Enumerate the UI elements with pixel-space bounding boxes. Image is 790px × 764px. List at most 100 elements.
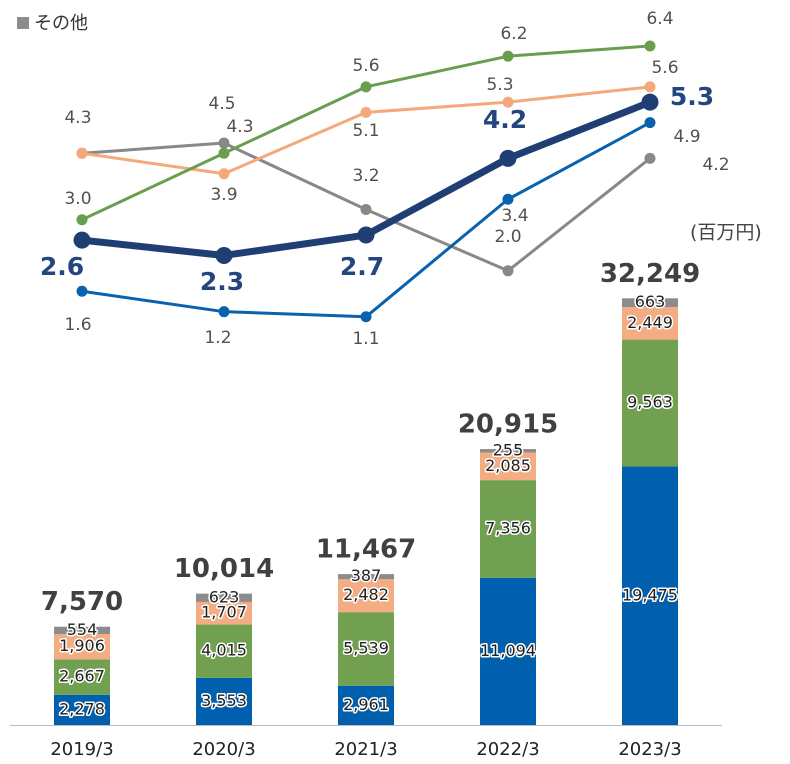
total-label: 7,570 — [41, 587, 123, 617]
line-point — [218, 147, 230, 159]
bar-label: 387 — [351, 566, 382, 585]
line-point — [218, 306, 230, 318]
bar-label: 255 — [493, 440, 524, 459]
bar-label: 1,707 — [201, 603, 247, 622]
bar-segment — [54, 626, 110, 635]
line-label: 2.7 — [340, 252, 384, 281]
line-point — [215, 246, 233, 264]
total-label: 20,915 — [458, 410, 558, 440]
line-label: 4.3 — [64, 108, 91, 128]
bar-segment — [196, 601, 252, 625]
bar-label: 2,482 — [343, 585, 389, 604]
bar-label: 663 — [635, 292, 666, 311]
bar-segment — [622, 339, 678, 467]
line-point — [360, 81, 372, 93]
line-label: 5.1 — [352, 121, 379, 141]
legend-swatch — [17, 17, 29, 29]
bar-segment — [480, 452, 536, 481]
line-point — [644, 81, 656, 93]
bar-label: 2,961 — [343, 695, 389, 714]
line-label: 5.6 — [651, 58, 678, 78]
line-point — [499, 149, 517, 167]
line-point — [218, 137, 230, 149]
bar-label: 4,015 — [201, 641, 247, 660]
bar-segment — [338, 574, 394, 580]
line-label: 6.4 — [646, 9, 673, 29]
line-point — [357, 226, 375, 244]
line-label: 1.2 — [204, 328, 231, 348]
bar-segment — [622, 307, 678, 340]
line-label: 2.3 — [200, 267, 244, 296]
line-label: 2.6 — [40, 252, 84, 281]
line-label: 3.4 — [501, 206, 528, 226]
bar-label: 5,539 — [343, 638, 389, 657]
line-label: 3.9 — [210, 185, 237, 205]
bar-segment — [338, 612, 394, 686]
line-label: 3.0 — [64, 189, 91, 209]
line — [81, 121, 651, 319]
bar-label: 2,667 — [59, 667, 105, 686]
legend-label: その他 — [34, 13, 88, 34]
unit-label: (百万円) — [690, 222, 762, 244]
line-point — [360, 106, 372, 118]
line-point — [76, 214, 88, 226]
bar-label: 19,475 — [622, 585, 678, 604]
line-point — [73, 231, 91, 249]
line-label: 4.2 — [483, 105, 527, 134]
line-point — [360, 311, 372, 323]
bar-segment — [480, 480, 536, 578]
bar-label: 7,356 — [485, 518, 531, 537]
line-label: 5.6 — [352, 56, 379, 76]
bar-segment — [480, 449, 536, 453]
line-label: 4.2 — [702, 155, 729, 175]
bar-segment — [54, 659, 110, 695]
line-point — [360, 203, 372, 215]
line-label: 5.3 — [486, 75, 513, 95]
line-point — [502, 193, 514, 205]
line-point — [502, 265, 514, 277]
line-point — [644, 40, 656, 52]
line-label: 1.6 — [64, 315, 91, 335]
line-label: 6.2 — [500, 24, 527, 44]
bar-label: 1,906 — [59, 636, 105, 655]
x-tick-label: 2020/3 — [192, 739, 255, 760]
x-tick-label: 2019/3 — [50, 739, 113, 760]
x-tick-label: 2022/3 — [476, 739, 539, 760]
bar-segment — [622, 298, 678, 308]
bar-label: 2,278 — [59, 699, 105, 718]
line-label: 4.5 — [208, 94, 235, 114]
line-label: 1.1 — [352, 329, 379, 349]
bar-segment — [338, 685, 394, 725]
line-label: 4.9 — [673, 127, 700, 147]
line-label: 3.2 — [352, 166, 379, 186]
line-point — [76, 285, 88, 297]
line-point — [502, 96, 514, 108]
line-point — [218, 168, 230, 180]
bar-segment — [196, 624, 252, 678]
line-point — [502, 50, 514, 62]
bar-segment — [196, 677, 252, 725]
bar-label: 2,449 — [627, 313, 673, 332]
total-label: 10,014 — [174, 554, 274, 584]
bar-segment — [54, 634, 110, 660]
line-point — [641, 93, 659, 111]
bar-label: 554 — [67, 620, 98, 639]
line-label: 2.0 — [494, 227, 521, 247]
bar-label: 9,563 — [627, 393, 673, 412]
bar-segment — [196, 593, 252, 602]
bar-segment — [480, 577, 536, 725]
line-label: 4.3 — [226, 117, 253, 137]
bar-segment — [338, 579, 394, 613]
line-point — [644, 152, 656, 164]
line-label: 5.3 — [670, 82, 714, 111]
bar-segment — [54, 694, 110, 725]
line-point — [644, 117, 656, 129]
total-label: 11,467 — [316, 535, 416, 565]
bar-label: 11,094 — [480, 641, 536, 660]
line-point — [76, 147, 88, 159]
bar-label: 623 — [209, 587, 240, 606]
total-label: 32,249 — [600, 259, 700, 289]
bar-label: 2,085 — [485, 456, 531, 475]
x-tick-label: 2023/3 — [618, 739, 681, 760]
